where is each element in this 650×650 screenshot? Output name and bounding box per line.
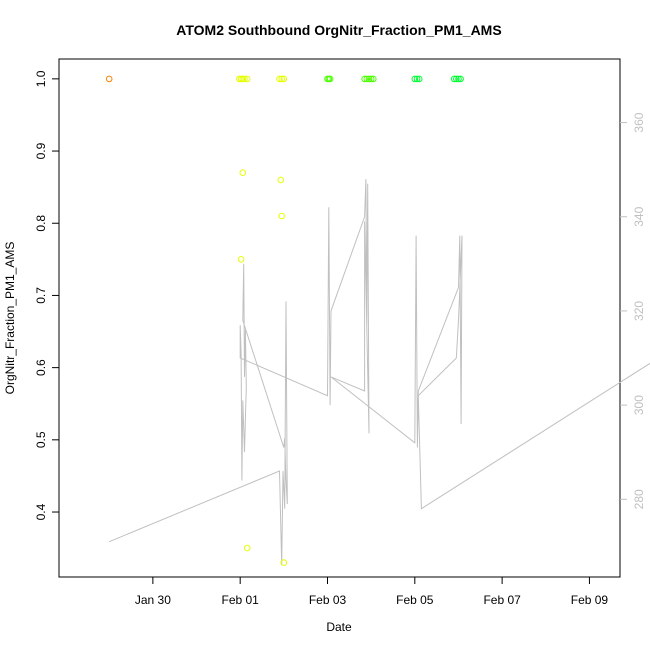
- x-axis-label: Date: [326, 620, 352, 634]
- data-point: [370, 75, 377, 83]
- data-point: [280, 75, 288, 83]
- data-point: [278, 75, 286, 83]
- y-tick-label: 0.5: [34, 431, 48, 448]
- data-point: [278, 212, 286, 220]
- data-points-layer: [105, 75, 464, 566]
- data-point: [280, 559, 288, 566]
- data-point: [243, 544, 251, 552]
- data-point: [237, 256, 245, 263]
- x-tick-label: Feb 07: [483, 593, 521, 607]
- data-point: [239, 169, 247, 176]
- y-axis: 0.4 0.5 0.6 0.7 0.8 0.9 1.0: [34, 70, 59, 520]
- data-point: [457, 75, 464, 83]
- x-tick-label: Jan 30: [135, 593, 171, 607]
- data-point: [453, 75, 460, 83]
- y2-tick-label: 320: [632, 301, 646, 321]
- data-point: [105, 75, 113, 83]
- y2-tick-label: 280: [632, 489, 646, 509]
- data-point: [243, 75, 251, 83]
- x-tick-label: Feb 09: [571, 593, 609, 607]
- y2-tick-label: 340: [632, 206, 646, 226]
- data-point: [455, 75, 462, 83]
- x-tick-label: Feb 05: [396, 593, 434, 607]
- y-tick-label: 0.6: [34, 359, 48, 376]
- data-point: [363, 75, 371, 83]
- y-tick-label: 0.9: [34, 142, 48, 159]
- data-point: [361, 75, 368, 83]
- data-point: [450, 75, 458, 83]
- data-point: [367, 75, 375, 83]
- data-point: [276, 75, 283, 83]
- altitude-line-layer: [109, 179, 650, 566]
- x-tick-label: Feb 01: [221, 593, 259, 607]
- data-point: [413, 75, 421, 83]
- y2-tick-label: 360: [632, 112, 646, 132]
- data-point: [241, 75, 248, 83]
- y-tick-label: 0.4: [34, 503, 48, 520]
- data-point: [326, 75, 334, 83]
- data-point: [411, 75, 419, 83]
- altitude-line: [109, 179, 650, 566]
- y-tick-label: 1.0: [34, 70, 48, 87]
- y-tick-label: 0.7: [34, 287, 48, 304]
- y2-tick-label: 300: [632, 395, 646, 415]
- y-tick-label: 0.8: [34, 215, 48, 232]
- y-axis-label: OrgNitr_Fraction_PM1_AMS: [3, 242, 17, 395]
- data-point: [415, 75, 423, 83]
- chart-title: ATOM2 Southbound OrgNitr_Fraction_PM1_AM…: [176, 22, 501, 38]
- x-tick-label: Feb 03: [309, 593, 347, 607]
- plot-frame: [58, 58, 621, 578]
- data-point: [365, 75, 373, 83]
- data-point: [277, 176, 285, 184]
- secondary-y-axis: 280 300 320 340 360: [620, 112, 646, 509]
